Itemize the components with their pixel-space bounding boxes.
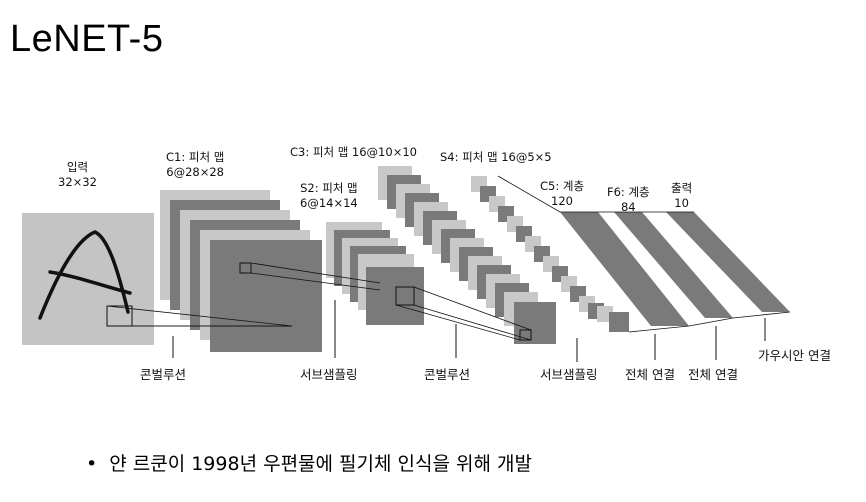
- bullet-dot-icon: •: [86, 453, 98, 475]
- output-label: 출력 10: [671, 181, 693, 210]
- c5-label: C5: 계층 120: [540, 179, 585, 208]
- s2-label: S2: 피처 맵 6@14×14: [300, 181, 358, 210]
- c3-label: C3: 피처 맵 16@10×10: [290, 145, 417, 159]
- op-gaussian-connection: 가우시안 연결: [758, 348, 831, 363]
- c3-feature-maps: [378, 166, 556, 344]
- bullet-text: 얀 르쿤이 1998년 우편물에 필기체 인식을 위해 개발: [109, 453, 532, 475]
- op-convolution-1: 콘벌루션: [140, 367, 187, 382]
- s4-label: S4: 피처 맵 16@5×5: [440, 150, 552, 164]
- s4-feature-maps: [471, 176, 629, 332]
- op-convolution-2: 콘벌루션: [424, 367, 471, 382]
- op-full-connection-1: 전체 연결: [625, 367, 675, 382]
- input-image: [22, 213, 154, 345]
- f6-label: F6: 계층 84: [607, 185, 650, 214]
- op-full-connection-2: 전체 연결: [688, 367, 738, 382]
- handwritten-a: [38, 230, 130, 320]
- c1-feature-maps: [160, 190, 322, 352]
- slide-title: LeNET-5: [10, 18, 164, 60]
- operation-ticks: [172, 300, 766, 362]
- input-label: 입력 32×32: [58, 160, 97, 189]
- op-subsampling-2: 서브샘플링: [540, 367, 598, 382]
- bullet-point: • 얀 르쿤이 1998년 우편물에 필기체 인식을 위해 개발: [86, 449, 532, 476]
- s2-feature-maps: [326, 222, 424, 325]
- fully-connected-layers: [560, 212, 790, 326]
- op-subsampling-1: 서브샘플링: [300, 367, 358, 382]
- c1-label: C1: 피처 맵 6@28×28: [166, 150, 225, 179]
